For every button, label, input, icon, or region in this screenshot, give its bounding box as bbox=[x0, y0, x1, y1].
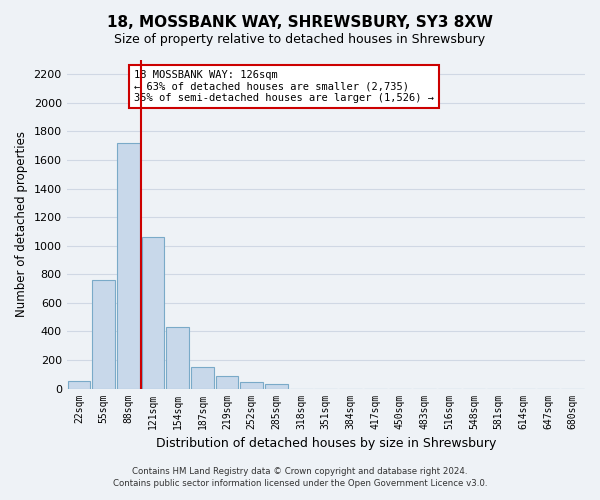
Bar bbox=[241, 382, 263, 388]
Text: Contains HM Land Registry data © Crown copyright and database right 2024.: Contains HM Land Registry data © Crown c… bbox=[132, 467, 468, 476]
Bar bbox=[68, 380, 91, 388]
Y-axis label: Number of detached properties: Number of detached properties bbox=[15, 132, 28, 318]
Bar bbox=[166, 327, 189, 388]
Bar bbox=[117, 143, 140, 388]
Text: Contains public sector information licensed under the Open Government Licence v3: Contains public sector information licen… bbox=[113, 478, 487, 488]
Text: Size of property relative to detached houses in Shrewsbury: Size of property relative to detached ho… bbox=[115, 32, 485, 46]
Bar bbox=[216, 376, 238, 388]
Bar bbox=[265, 384, 288, 388]
Bar bbox=[142, 237, 164, 388]
Bar bbox=[92, 280, 115, 388]
Text: 18, MOSSBANK WAY, SHREWSBURY, SY3 8XW: 18, MOSSBANK WAY, SHREWSBURY, SY3 8XW bbox=[107, 15, 493, 30]
Bar bbox=[191, 367, 214, 388]
Text: 18 MOSSBANK WAY: 126sqm
← 63% of detached houses are smaller (2,735)
35% of semi: 18 MOSSBANK WAY: 126sqm ← 63% of detache… bbox=[134, 70, 434, 103]
X-axis label: Distribution of detached houses by size in Shrewsbury: Distribution of detached houses by size … bbox=[155, 437, 496, 450]
